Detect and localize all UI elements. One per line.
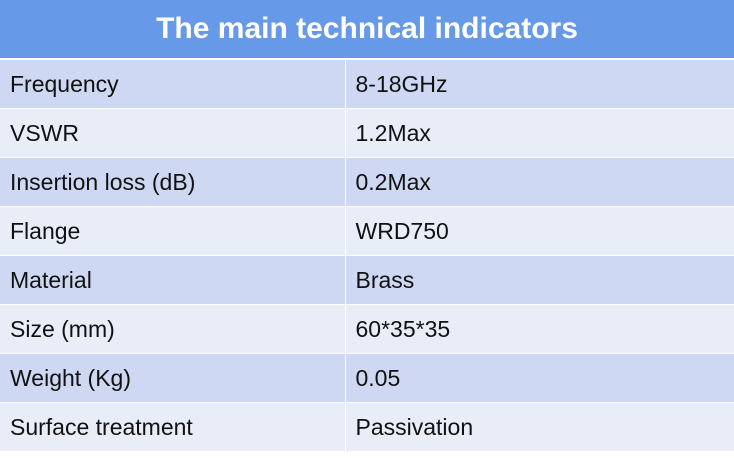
table-row: Frequency 8-18GHz — [0, 58, 734, 109]
table-row: Surface treatment Passivation — [0, 402, 734, 452]
spec-value: Brass — [344, 255, 734, 305]
spec-label: Weight (Kg) — [0, 353, 345, 403]
spec-label: Surface treatment — [0, 402, 345, 452]
spec-value: 1.2Max — [344, 108, 734, 158]
spec-value: 0.2Max — [344, 157, 734, 207]
spec-value: 0.05 — [344, 353, 734, 403]
spec-value: WRD750 — [344, 206, 734, 256]
spec-label: VSWR — [0, 108, 345, 158]
spec-value: 8-18GHz — [344, 58, 734, 109]
table-row: Insertion loss (dB) 0.2Max — [0, 157, 734, 207]
spec-value: Passivation — [344, 402, 734, 452]
spec-label: Size (mm) — [0, 304, 345, 354]
table-title: The main technical indicators — [0, 0, 734, 60]
spec-value: 60*35*35 — [344, 304, 734, 354]
table-row: Material Brass — [0, 255, 734, 305]
spec-label: Material — [0, 255, 345, 305]
table-row: Size (mm) 60*35*35 — [0, 304, 734, 354]
spec-label: Frequency — [0, 58, 345, 109]
spec-label: Flange — [0, 206, 345, 256]
table-header-row: The main technical indicators — [0, 0, 734, 60]
table-row: VSWR 1.2Max — [0, 108, 734, 158]
spec-label: Insertion loss (dB) — [0, 157, 345, 207]
table-row: Flange WRD750 — [0, 206, 734, 256]
table-row: Weight (Kg) 0.05 — [0, 353, 734, 403]
